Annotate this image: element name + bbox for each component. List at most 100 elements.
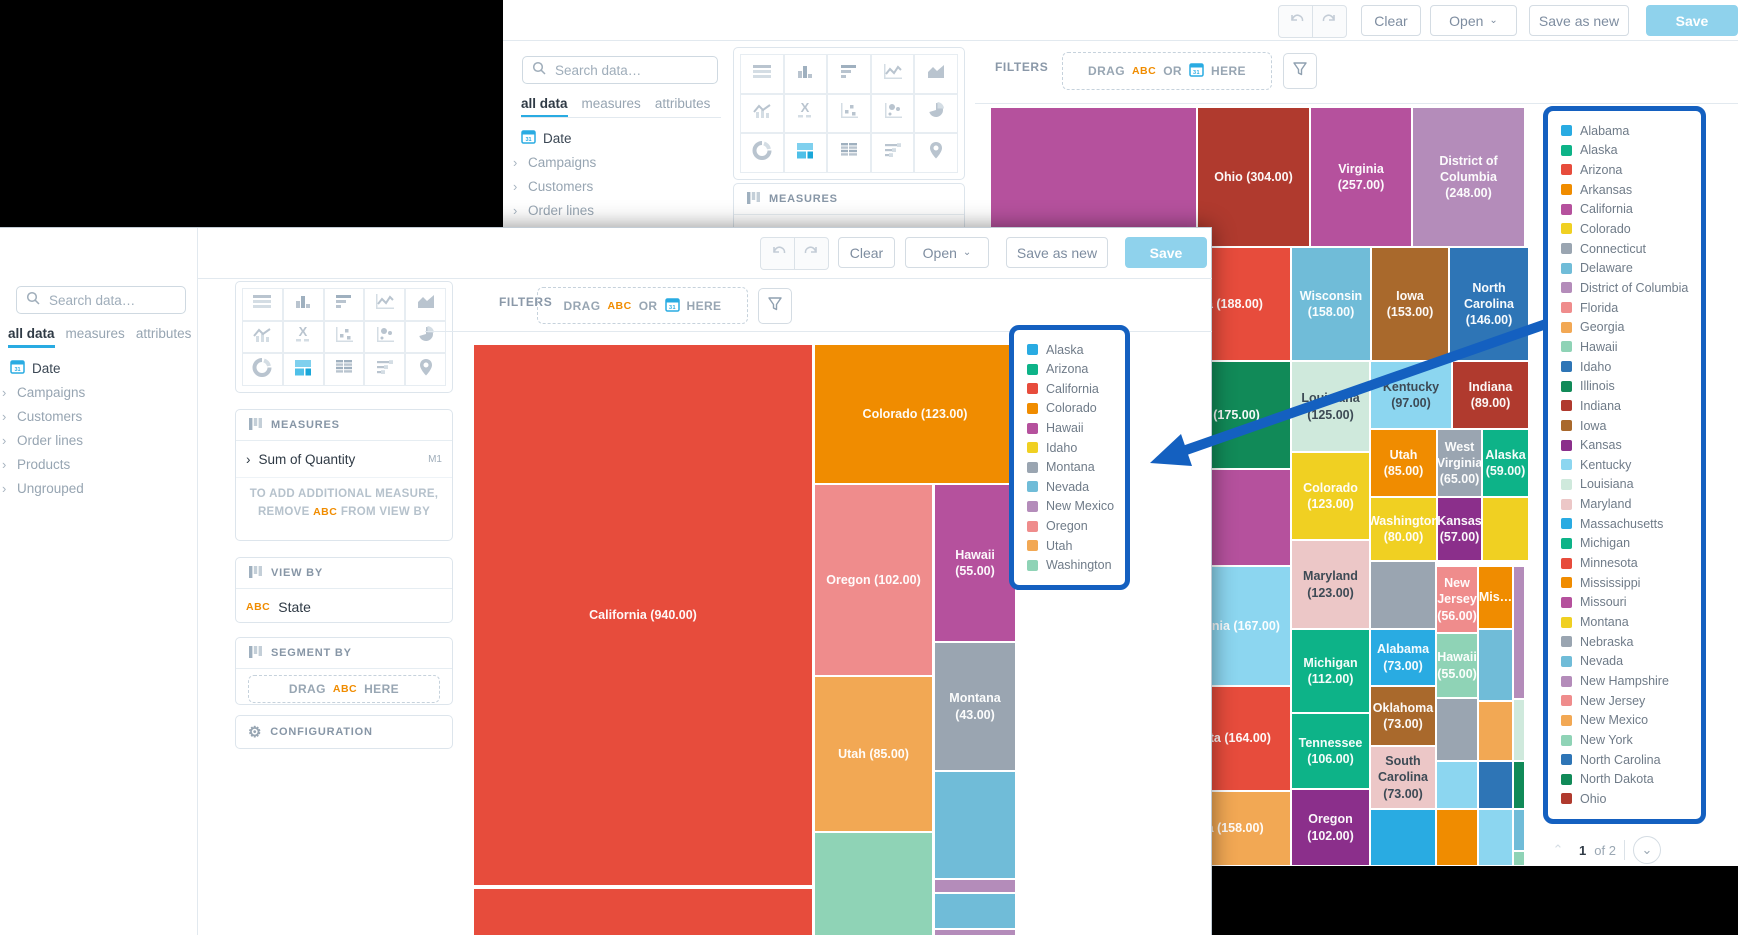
treemap-block-new-jersey-56-00[interactable]: New Jersey (56.00)	[1437, 567, 1477, 632]
treemap-block-alaska-59-00[interactable]: Alaska (59.00)	[1483, 430, 1528, 496]
legend-item-massachusetts[interactable]: Massachusetts	[1548, 517, 1701, 531]
treemap-block-colorado-123-00[interactable]: Colorado (123.00)	[815, 345, 1015, 483]
tab-measures[interactable]: measures	[65, 326, 125, 341]
legend-item-arizona[interactable]: Arizona	[1548, 163, 1701, 177]
treemap-block-louisiana-125-00[interactable]: Louisiana (125.00)	[1292, 362, 1369, 451]
treemap-block-oklahoma-73-00[interactable]: Oklahoma (73.00)	[1371, 687, 1435, 745]
treemap-block-colorado-123-00[interactable]: Colorado (123.00)	[1292, 453, 1369, 539]
chart-type-table[interactable]	[242, 288, 283, 321]
chart-type-pie-chart[interactable]	[914, 93, 958, 134]
tab-attributes[interactable]: attributes	[654, 96, 711, 111]
legend-item-california[interactable]: California	[1548, 202, 1701, 216]
undo-button[interactable]	[1279, 6, 1313, 37]
field-products[interactable]: › Products	[2, 452, 192, 476]
chart-type-kpi[interactable]	[870, 133, 915, 173]
chart-type-x-axis[interactable]: X	[783, 93, 828, 134]
legend-item-new-york[interactable]: New York	[1548, 733, 1701, 747]
field-campaigns[interactable]: › Campaigns	[513, 150, 713, 174]
treemap-block-alabama-73-00[interactable]: Alabama (73.00)	[1371, 630, 1435, 685]
clear-button[interactable]: Clear	[838, 237, 895, 268]
chart-type-x-axis[interactable]: X	[282, 320, 324, 354]
legend-item-kansas[interactable]: Kansas	[1548, 438, 1701, 452]
treemap-block-north-carolina-146-00[interactable]: North Carolina (146.00)	[1450, 248, 1528, 360]
save-button[interactable]: Save	[1646, 5, 1738, 36]
treemap-block-block[interactable]	[1437, 762, 1477, 808]
chart-type-donut-chart[interactable]	[242, 353, 283, 386]
treemap-block-michigan-112-00[interactable]: Michigan (112.00)	[1292, 630, 1369, 712]
clear-button[interactable]: Clear	[1361, 5, 1421, 36]
chart-type-bar-chart[interactable]	[827, 54, 871, 94]
treemap-block-iowa-153-00[interactable]: Iowa (153.00)	[1372, 248, 1448, 360]
chart-type-map[interactable]	[405, 353, 446, 386]
treemap-block-block[interactable]	[1479, 762, 1512, 808]
chart-type-pivot-table[interactable]	[323, 353, 365, 386]
field-date[interactable]: 31 Date	[2, 356, 192, 380]
treemap-block-block[interactable]	[1514, 810, 1524, 850]
legend-item-louisiana[interactable]: Louisiana	[1548, 477, 1701, 491]
filter-funnel-button[interactable]	[1283, 53, 1317, 89]
legend-item-georgia[interactable]: Georgia	[1548, 320, 1701, 334]
treemap-block-hawaii-55-00[interactable]: Hawaii (55.00)	[1437, 634, 1477, 697]
redo-button[interactable]	[795, 238, 828, 269]
treemap-block-block[interactable]	[1479, 702, 1512, 760]
configuration-panel[interactable]: ⚙ CONFIGURATION	[235, 715, 453, 749]
treemap-block-kansas-57-00[interactable]: Kansas (57.00)	[1438, 498, 1481, 560]
filters-drop-zone[interactable]: DRAG ABC OR 31 HERE	[1062, 52, 1272, 90]
treemap-block-utah-85-00[interactable]: Utah (85.00)	[815, 677, 932, 831]
field-date[interactable]: 31 Date	[513, 126, 713, 150]
search-input[interactable]	[47, 291, 176, 309]
legend-item-oregon[interactable]: Oregon	[1014, 519, 1125, 533]
chart-type-kpi[interactable]	[364, 353, 406, 386]
treemap-block-block[interactable]	[1479, 630, 1512, 700]
treemap-block-block[interactable]	[991, 108, 1196, 246]
treemap-block-virginia-257-00[interactable]: Virginia (257.00)	[1311, 108, 1411, 246]
undo-button[interactable]	[761, 238, 795, 269]
legend-item-arkansas[interactable]: Arkansas	[1548, 183, 1701, 197]
tab-measures[interactable]: measures	[581, 96, 641, 111]
treemap-block-district-of-columbia-248-00[interactable]: District of Columbia (248.00)	[1413, 108, 1524, 246]
legend-item-new-mexico[interactable]: New Mexico	[1548, 713, 1701, 727]
chart-type-combo-chart[interactable]	[242, 320, 283, 354]
chart-type-map[interactable]	[914, 133, 958, 173]
save-as-new-button[interactable]: Save as new	[1529, 5, 1629, 36]
legend-item-california[interactable]: California	[1014, 382, 1125, 396]
treemap-block-indiana-89-00[interactable]: Indiana (89.00)	[1453, 362, 1528, 428]
legend-item-mississippi[interactable]: Mississippi	[1548, 576, 1701, 590]
treemap-block-california-940-00[interactable]: California (940.00)	[474, 345, 812, 885]
data-search[interactable]	[522, 56, 718, 84]
legend-item-alaska[interactable]: Alaska	[1548, 143, 1701, 157]
legend-item-alaska[interactable]: Alaska	[1014, 343, 1125, 357]
field-customers[interactable]: › Customers	[513, 174, 713, 198]
treemap-block-block[interactable]	[1514, 567, 1524, 698]
chart-type-line-chart[interactable]	[364, 288, 406, 321]
treemap-block-block[interactable]	[1437, 699, 1477, 760]
legend-item-north-dakota[interactable]: North Dakota	[1548, 772, 1701, 786]
treemap-block-utah-85-00[interactable]: Utah (85.00)	[1371, 430, 1436, 496]
treemap-block-block[interactable]	[474, 889, 812, 935]
legend-item-ohio[interactable]: Ohio	[1548, 792, 1701, 806]
treemap-block-montana-43-00[interactable]: Montana (43.00)	[935, 643, 1015, 770]
treemap-block-washington-80-00[interactable]: Washington (80.00)	[1371, 498, 1436, 560]
field-campaigns[interactable]: › Campaigns	[2, 380, 192, 404]
legend-item-missouri[interactable]: Missouri	[1548, 595, 1701, 609]
treemap-block-block[interactable]	[1371, 810, 1435, 865]
legend-item-utah[interactable]: Utah	[1014, 539, 1125, 553]
treemap-block-block[interactable]	[1437, 810, 1477, 865]
chart-type-scatter-plot[interactable]	[323, 320, 365, 354]
chart-type-area-chart[interactable]	[914, 54, 958, 94]
legend-item-washington[interactable]: Washington	[1014, 558, 1125, 572]
legend-page-up-button[interactable]: ⌃	[1552, 842, 1564, 857]
chart-type-line-chart[interactable]	[870, 54, 915, 94]
chart-type-area-chart[interactable]	[405, 288, 446, 321]
treemap-block-block[interactable]	[1514, 852, 1524, 865]
legend-item-michigan[interactable]: Michigan	[1548, 536, 1701, 550]
field-order-lines[interactable]: › Order lines	[513, 198, 713, 222]
legend-item-new-hampshire[interactable]: New Hampshire	[1548, 674, 1701, 688]
legend-item-minnesota[interactable]: Minnesota	[1548, 556, 1701, 570]
treemap-block-block[interactable]	[935, 772, 1015, 878]
legend-item-new-mexico[interactable]: New Mexico	[1014, 499, 1125, 513]
legend-item-colorado[interactable]: Colorado	[1014, 401, 1125, 415]
legend-item-idaho[interactable]: Idaho	[1014, 441, 1125, 455]
legend-item-nevada[interactable]: Nevada	[1014, 480, 1125, 494]
field-ungrouped[interactable]: › Ungrouped	[2, 476, 192, 500]
